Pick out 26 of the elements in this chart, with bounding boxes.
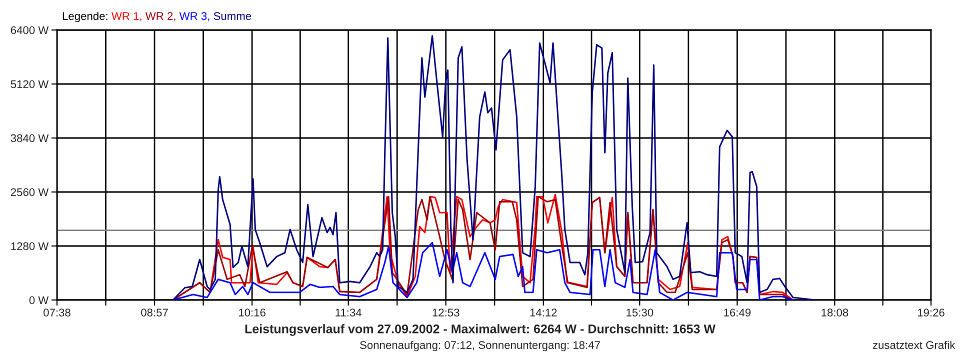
text: WR 2, (145, 12, 176, 22)
x-tick-label: 18:08 (822, 308, 848, 316)
text: WR 1, (111, 12, 142, 22)
x-tick-label: 10:16 (238, 308, 266, 316)
text: zusatztext Grafik (872, 340, 956, 349)
y-tick-label: 1280 W (11, 242, 49, 250)
text: Summe (214, 12, 252, 20)
legend-title: Legende: (62, 12, 108, 22)
x-tick-label: 14:12 (530, 308, 557, 316)
x-tick-label: 12:53 (432, 308, 460, 316)
text: Leistungsverlauf vom 27.09.2002 - Maximalwert: 6264 W - Durchschnitt: 1653 W (245, 324, 716, 336)
x-tick-label: 16:49 (724, 308, 751, 316)
y-tick-label: 0 W (29, 296, 49, 304)
x-tick-label: 15:30 (626, 308, 654, 316)
text: WR 3, (179, 12, 210, 22)
x-tick-label: 19:26 (918, 308, 944, 316)
y-tick-label: 6400 W (10, 26, 49, 34)
y-tick-label: 2560 W (10, 188, 49, 196)
text: Sonnenaufgang: 07:12, Sonnenuntergang: 18:47 (360, 340, 600, 352)
y-tick-label: 5120 W (10, 80, 49, 88)
x-tick-label: 07:38 (44, 308, 70, 316)
line-series (172, 242, 794, 300)
line-series (172, 35, 816, 300)
y-tick-label: 3840 W (10, 134, 49, 142)
x-tick-label: 08:57 (141, 308, 168, 316)
x-tick-label: 11:34 (336, 308, 362, 316)
